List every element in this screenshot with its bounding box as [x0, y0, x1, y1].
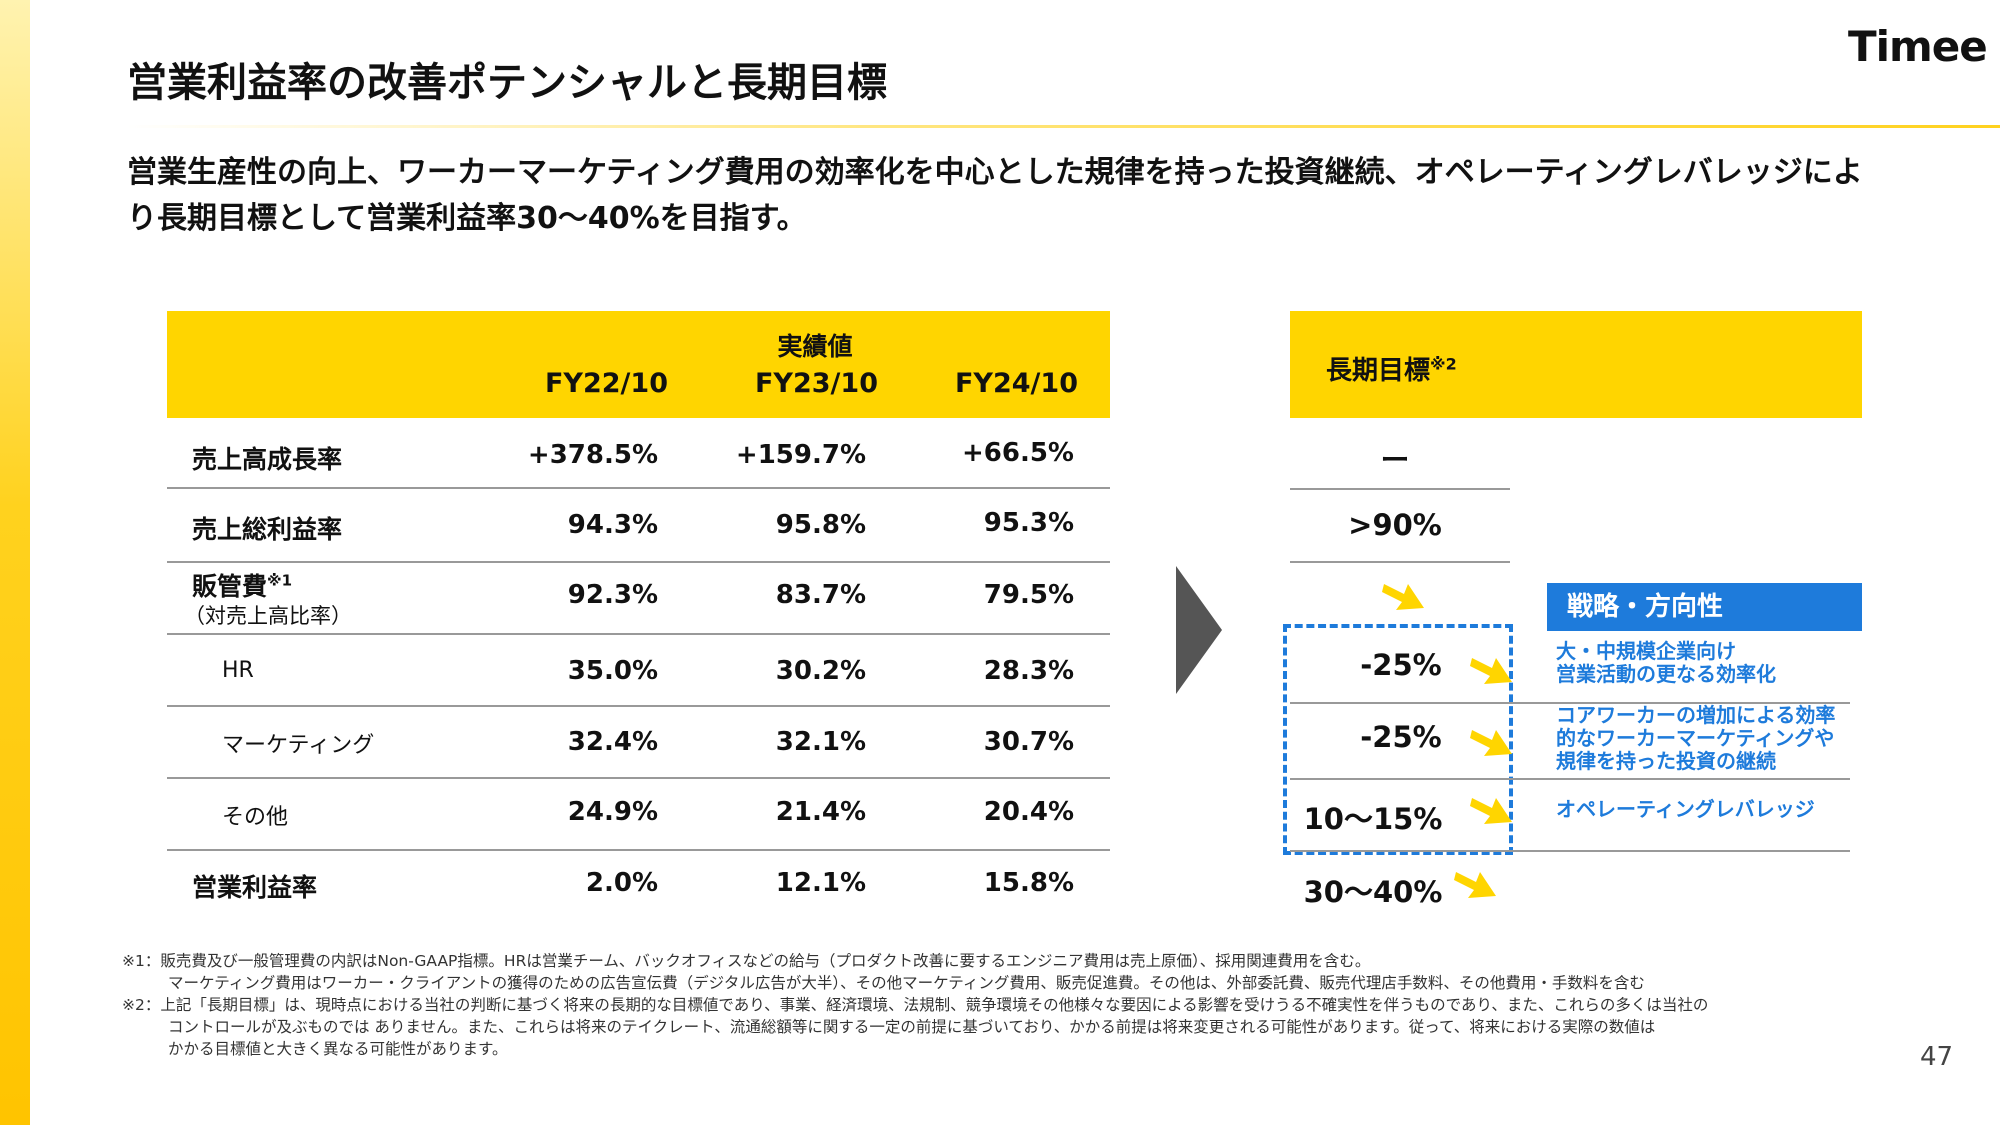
target-divider: [1290, 488, 1510, 490]
cell: 32.1%: [775, 727, 866, 757]
strategy-line: オペレーティングレバレッジ: [1556, 797, 1815, 821]
year-header-fy24: FY24/10: [954, 368, 1078, 399]
title-underline: [127, 125, 2000, 128]
strategy-item-marketing-efficiency: コアワーカーの増加による効率 的なワーカーマーケティングや 規律を持った投資の継…: [1556, 704, 1835, 773]
footnote-line: マーケティング費用はワーカー・クライアントの獲得のための広告宣伝費（デジタル広告…: [168, 974, 1645, 992]
cell: 21.4%: [775, 797, 866, 827]
row-label-operating-margin: 営業利益率: [192, 873, 318, 902]
cell: 28.3%: [983, 656, 1074, 686]
row-divider: [167, 487, 1110, 489]
cell: 95.3%: [983, 508, 1074, 538]
strategy-item-sales-efficiency: 大・中規模企業向け 営業活動の更なる効率化: [1556, 640, 1776, 686]
year-header-fy23: FY23/10: [754, 368, 878, 399]
group-header-actuals: 実績値: [777, 332, 853, 361]
row-label-gross-margin: 売上総利益率: [192, 515, 343, 544]
target-value-gross-margin: >90%: [1348, 508, 1442, 542]
strategy-item-operating-leverage: オペレーティングレバレッジ: [1556, 798, 1815, 821]
target-value-operating-margin: 30〜40%: [1303, 875, 1443, 909]
table-header-band: [167, 311, 1110, 418]
target-divider: [1290, 561, 1510, 563]
cell: 2.0%: [585, 868, 658, 898]
footnotes: ※1：販売費及び一般管理費の内訳はNon-GAAP指標。HRは営業チーム、バック…: [122, 950, 1902, 1060]
cell: 79.5%: [983, 580, 1074, 610]
left-accent-bar: [0, 0, 30, 1125]
target-divider: [1290, 850, 1850, 852]
sga-footnote-mark: ※1: [267, 571, 293, 590]
row-label-sga: 販管費※1: [192, 567, 292, 603]
year-header-fy22: FY22/10: [544, 368, 668, 399]
footnote-line: ※1：販売費及び一般管理費の内訳はNon-GAAP指標。HRは営業チーム、バック…: [122, 952, 1371, 970]
page-number: 47: [1920, 1042, 1954, 1072]
yellow-arrow-icon: [1382, 578, 1426, 614]
yellow-arrow-icon: [1470, 652, 1514, 688]
row-divider: [167, 849, 1110, 851]
cell: 15.8%: [983, 868, 1074, 898]
row-label-marketing: マーケティング: [222, 733, 375, 758]
target-value-marketing: -25%: [1360, 720, 1442, 754]
target-value-hr: -25%: [1360, 648, 1442, 682]
cell: 30.7%: [983, 727, 1074, 757]
cell: 95.8%: [775, 510, 866, 540]
strategy-header: 戦略・方向性: [1547, 583, 1862, 631]
footnote-line: コントロールが及ぶものでは ありません。また、これらは将来のテイクレート、流通総…: [168, 1018, 1656, 1036]
page-title: 営業利益率の改善ポテンシャルと長期目標: [127, 60, 887, 106]
strategy-line: 的なワーカーマーケティングや: [1556, 726, 1835, 750]
footnote-line: かかる目標値と大きく異なる可能性があります。: [168, 1040, 508, 1058]
target-header: 長期目標※2: [1326, 350, 1457, 387]
transition-arrow-icon: [1176, 566, 1222, 694]
cell: 32.4%: [567, 727, 658, 757]
cell: 20.4%: [983, 797, 1074, 827]
cell: 92.3%: [567, 580, 658, 610]
target-divider: [1290, 778, 1850, 780]
row-divider: [167, 777, 1110, 779]
target-footnote-mark: ※2: [1430, 354, 1457, 374]
target-divider: [1290, 702, 1850, 704]
lead-text: 営業生産性の向上、ワーカーマーケティング費用の効率化を中心とした規律を持った投資…: [127, 155, 1863, 236]
row-sub-label-sga: （対売上高比率）: [184, 604, 352, 628]
target-header-band: [1290, 311, 1862, 418]
target-value-other: 10〜15%: [1303, 802, 1443, 836]
cell: +159.7%: [735, 440, 866, 470]
cell: 83.7%: [775, 580, 866, 610]
row-label-hr: HR: [222, 658, 254, 683]
strategy-line: 大・中規模企業向け: [1556, 639, 1736, 663]
sga-label: 販管費: [192, 572, 268, 601]
cell: 30.2%: [775, 656, 866, 686]
row-label-revenue-growth: 売上高成長率: [192, 445, 343, 474]
row-divider: [167, 561, 1110, 563]
cell: +66.5%: [962, 438, 1074, 468]
target-header-label: 長期目標: [1326, 356, 1431, 386]
target-value-revenue-growth: ー: [1380, 443, 1410, 477]
row-divider: [167, 705, 1110, 707]
yellow-arrow-icon: [1470, 792, 1514, 828]
timee-logo: Timee: [1848, 22, 1988, 71]
strategy-line: 営業活動の更なる効率化: [1556, 662, 1776, 686]
footnote-line: ※2：上記「長期目標」は、現時点における当社の判断に基づく将来の長期的な目標値で…: [122, 996, 1709, 1014]
sga-target-highlight-box: [1283, 624, 1513, 855]
cell: 35.0%: [567, 656, 658, 686]
yellow-arrow-icon: [1470, 724, 1514, 760]
cell: 24.9%: [567, 797, 658, 827]
cell: +378.5%: [527, 440, 658, 470]
row-divider: [167, 633, 1110, 635]
strategy-line: 規律を持った投資の継続: [1556, 749, 1776, 773]
cell: 12.1%: [775, 868, 866, 898]
yellow-arrow-icon: [1454, 866, 1498, 902]
cell: 94.3%: [567, 510, 658, 540]
row-label-other: その他: [222, 805, 289, 830]
strategy-line: コアワーカーの増加による効率: [1556, 703, 1836, 727]
